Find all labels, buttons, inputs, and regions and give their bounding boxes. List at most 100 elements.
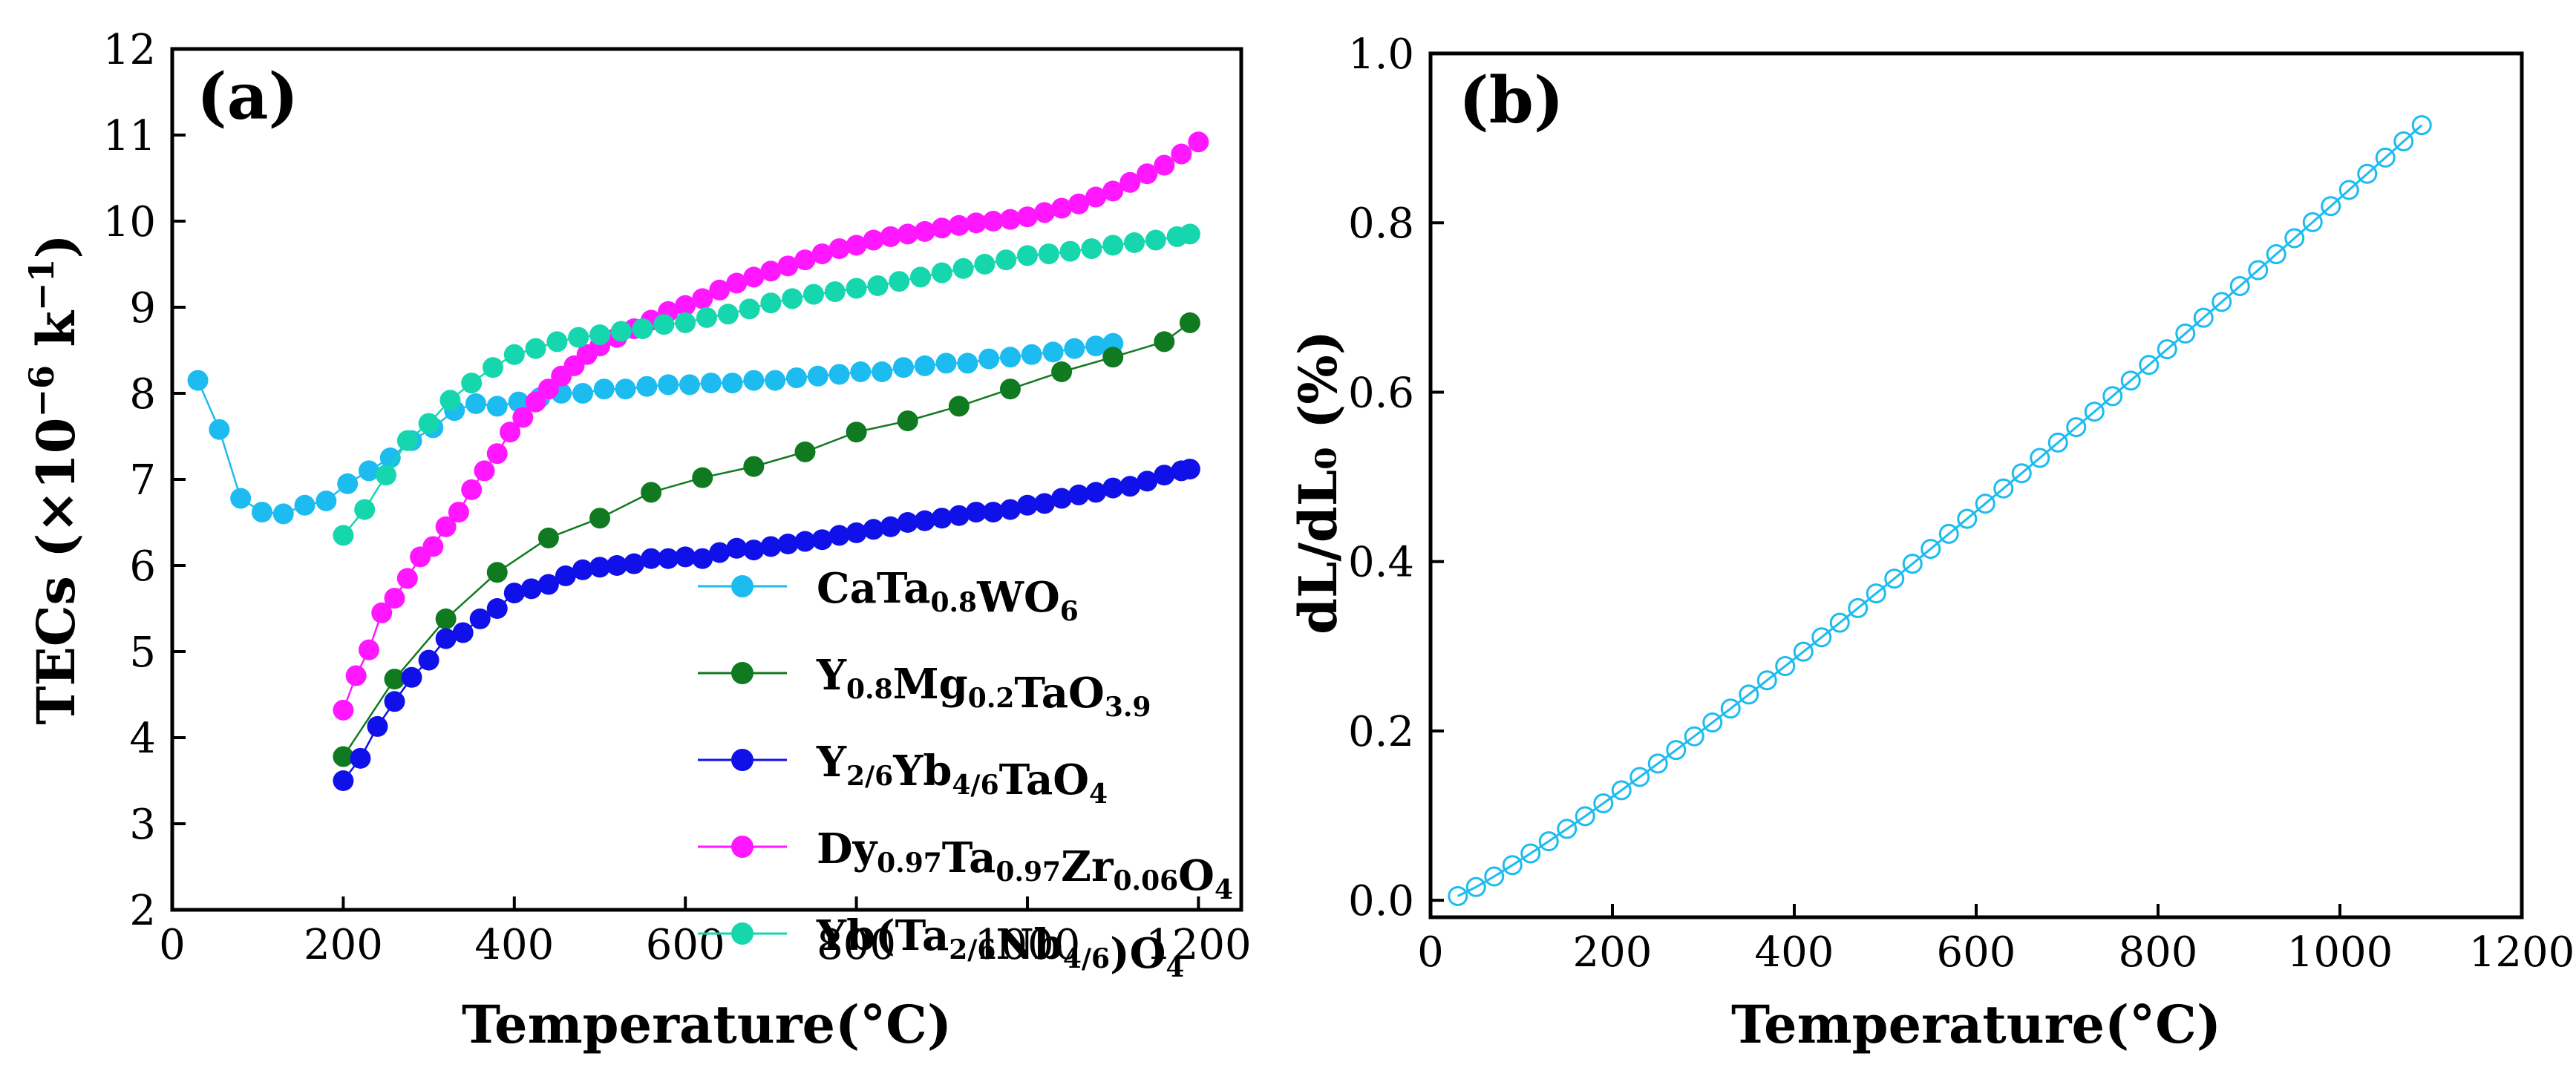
a-data-point bbox=[914, 355, 935, 376]
b-ytick-label: 0.4 bbox=[1348, 539, 1414, 587]
a-data-point bbox=[589, 324, 610, 346]
b-data-point bbox=[1666, 740, 1687, 761]
a-data-point bbox=[782, 288, 803, 309]
a-data-point bbox=[589, 508, 610, 529]
a-data-point bbox=[272, 503, 294, 525]
a-ytick-label: 10 bbox=[103, 198, 156, 246]
a-data-point bbox=[811, 529, 833, 551]
a-xtick-label: 800 bbox=[817, 921, 896, 969]
a-data-point bbox=[889, 271, 910, 292]
panel-a-ticks: 0 200 400 600 800 1000 1200 2 3 4 5 6 7 8 9 10 11 12 bbox=[103, 26, 1252, 969]
a-data-point bbox=[828, 525, 850, 546]
a-data-point bbox=[537, 574, 559, 595]
a-data-point bbox=[525, 338, 546, 359]
a-data-point bbox=[850, 361, 872, 382]
a-ytick-label: 12 bbox=[103, 26, 156, 74]
a-data-point bbox=[1017, 245, 1038, 266]
b-data-point bbox=[2120, 370, 2141, 391]
a-data-point bbox=[965, 502, 987, 523]
a-data-point bbox=[709, 279, 730, 301]
a-data-point bbox=[1179, 312, 1200, 333]
b-data-point bbox=[2321, 196, 2341, 217]
a-data-point bbox=[726, 272, 748, 294]
a-ytick-label: 3 bbox=[129, 801, 156, 849]
a-data-point bbox=[743, 540, 765, 561]
a-data-point bbox=[367, 715, 388, 737]
b-xtick-label: 1200 bbox=[2469, 928, 2575, 977]
a-data-point bbox=[777, 255, 799, 277]
b-data-point bbox=[2229, 275, 2250, 296]
a-data-point bbox=[610, 321, 632, 342]
a-data-point bbox=[589, 557, 610, 578]
a-data-point bbox=[957, 353, 978, 374]
a-data-point bbox=[537, 527, 559, 548]
a-data-point bbox=[675, 312, 696, 333]
b-data-point bbox=[1538, 831, 1559, 852]
b-data-point bbox=[1557, 819, 1578, 839]
a-data-point bbox=[974, 254, 996, 275]
a-data-point bbox=[999, 347, 1021, 368]
a-data-point bbox=[692, 548, 713, 569]
panel-a-series bbox=[187, 131, 1209, 791]
panel-a-label: (a) bbox=[197, 59, 298, 134]
b-data-point bbox=[2284, 228, 2305, 249]
a-data-point bbox=[982, 502, 1004, 523]
b-data-point bbox=[1465, 876, 1486, 897]
b-data-point bbox=[2193, 307, 2214, 328]
b-series-line bbox=[1457, 124, 2423, 897]
b-data-point bbox=[1502, 855, 1523, 876]
a-data-point bbox=[1068, 484, 1090, 505]
b-data-point bbox=[1756, 670, 1777, 691]
a-data-point bbox=[358, 460, 379, 482]
a-data-point bbox=[1124, 232, 1145, 253]
panel-a-xlabel: Temperature(°C) bbox=[462, 994, 952, 1055]
b-data-point bbox=[2102, 386, 2123, 407]
a-data-point bbox=[333, 746, 354, 767]
a-data-point bbox=[794, 249, 816, 271]
a-data-point bbox=[572, 383, 593, 404]
a-data-point bbox=[469, 608, 491, 629]
a-data-point bbox=[952, 258, 974, 279]
a-data-point bbox=[474, 460, 495, 482]
a-xtick-label: 200 bbox=[304, 921, 383, 969]
a-data-point bbox=[1102, 347, 1124, 368]
a-data-point bbox=[760, 260, 782, 282]
a-ytick-label: 2 bbox=[129, 887, 156, 935]
a-data-point bbox=[555, 565, 576, 586]
a-data-point bbox=[615, 378, 636, 400]
b-xtick-label: 200 bbox=[1573, 928, 1653, 977]
a-data-point bbox=[1085, 482, 1107, 503]
a-data-point bbox=[978, 348, 1000, 370]
a-data-point bbox=[401, 666, 422, 688]
b-data-point bbox=[1793, 641, 1814, 662]
a-ytick-label: 8 bbox=[129, 370, 156, 419]
a-data-point bbox=[384, 669, 405, 690]
b-data-point bbox=[2393, 131, 2414, 152]
a-data-point bbox=[996, 249, 1017, 271]
a-data-point bbox=[376, 465, 396, 486]
a-data-point bbox=[794, 531, 816, 552]
a-data-point bbox=[251, 502, 272, 523]
a-data-point bbox=[525, 391, 546, 413]
a-data-point bbox=[999, 499, 1021, 520]
a-data-point bbox=[739, 298, 760, 320]
a-data-point bbox=[700, 373, 722, 394]
a-data-point bbox=[828, 238, 850, 260]
a-data-point bbox=[897, 223, 918, 245]
a-data-point bbox=[503, 344, 525, 365]
b-data-point bbox=[2357, 163, 2378, 184]
b-data-point bbox=[1484, 866, 1505, 887]
a-data-point bbox=[396, 430, 418, 451]
a-data-point bbox=[692, 288, 713, 309]
a-data-point bbox=[743, 456, 765, 477]
a-data-point bbox=[568, 327, 589, 348]
a-data-point bbox=[520, 578, 542, 600]
a-data-point bbox=[439, 390, 461, 411]
b-data-point bbox=[1739, 684, 1759, 705]
b-ytick-label: 0.8 bbox=[1348, 200, 1414, 248]
panel-b-label: (b) bbox=[1459, 63, 1564, 138]
a-data-point bbox=[965, 212, 987, 234]
a-data-point bbox=[422, 536, 444, 557]
b-ytick-label: 0.0 bbox=[1348, 877, 1414, 925]
